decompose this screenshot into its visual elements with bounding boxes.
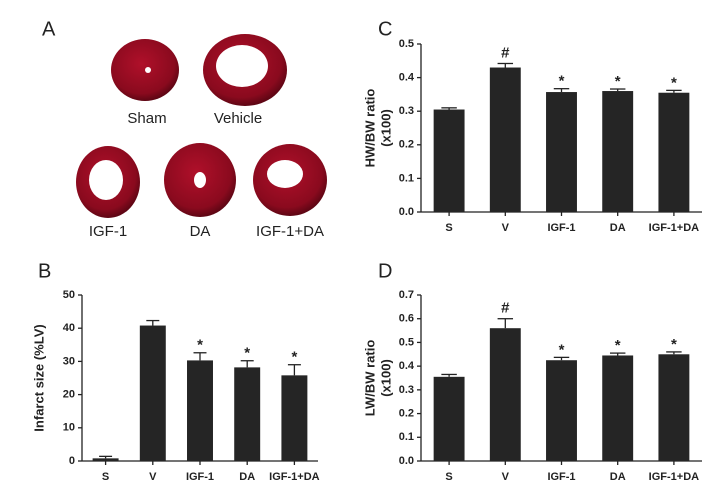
x-tick-label: S — [102, 471, 109, 483]
y-tick-label: 0.0 — [399, 206, 414, 218]
bar — [658, 354, 690, 461]
significance-mark: # — [501, 300, 510, 317]
y-tick-label: 0.7 — [399, 289, 414, 301]
bar — [546, 92, 577, 212]
x-tick-label: IGF-1 — [547, 471, 575, 483]
significance-mark: * — [559, 341, 565, 358]
significance-mark: * — [291, 349, 297, 366]
y-tick-label: 0.1 — [399, 172, 414, 184]
x-tick-label: V — [502, 471, 510, 483]
y-tick-label: 30 — [63, 355, 75, 367]
significance-mark: * — [244, 345, 250, 362]
significance-mark: * — [197, 337, 203, 354]
y-tick-label: 0.2 — [399, 139, 414, 151]
x-tick-label: DA — [239, 471, 255, 483]
panel-letter: C — [378, 18, 392, 40]
bar — [234, 367, 261, 461]
slice-label: IGF-1 — [89, 223, 127, 240]
significance-mark: * — [671, 74, 677, 91]
y-tick-label: 0.6 — [399, 313, 414, 325]
bar — [187, 360, 213, 461]
x-tick-label: S — [445, 222, 452, 234]
y-tick-label: 0.5 — [399, 336, 414, 348]
x-tick-label: IGF-1+DA — [649, 222, 699, 234]
bar — [658, 92, 690, 212]
y-tick-label: 0.4 — [399, 72, 415, 84]
significance-mark: # — [501, 44, 510, 61]
bar — [489, 328, 521, 461]
y-tick-label: 10 — [63, 422, 75, 434]
bar — [489, 67, 521, 213]
y-tick-label: 20 — [63, 389, 75, 401]
significance-mark: * — [615, 73, 621, 90]
bar — [433, 376, 465, 461]
x-tick-label: IGF-1 — [186, 471, 214, 483]
slice-label: Vehicle — [214, 110, 262, 127]
bar — [546, 360, 577, 461]
bar — [92, 458, 119, 461]
y-tick-label: 0.1 — [399, 431, 414, 443]
slice-label: IGF-1+DA — [256, 223, 324, 240]
x-tick-label: IGF-1 — [547, 222, 575, 234]
bar — [433, 109, 465, 212]
x-tick-label: IGF-1+DA — [649, 471, 699, 483]
y-tick-label: 0.2 — [399, 407, 414, 419]
x-tick-label: IGF-1+DA — [269, 471, 319, 483]
bar — [139, 325, 166, 461]
y-tick-label: 0 — [69, 455, 75, 467]
y-tick-label: 0.3 — [399, 105, 414, 117]
y-axis-label: Infarct size (%LV) — [31, 324, 46, 431]
significance-mark: * — [671, 336, 677, 353]
significance-mark: * — [559, 73, 565, 90]
y-tick-label: 50 — [63, 289, 75, 301]
significance-mark: * — [615, 337, 621, 354]
x-tick-label: S — [445, 471, 452, 483]
x-tick-label: DA — [610, 471, 626, 483]
y-axis-label: HW/BW ratio — [362, 89, 377, 168]
x-tick-label: V — [149, 471, 157, 483]
y-axis-label: (x100) — [378, 109, 393, 147]
heart-slices — [76, 34, 327, 218]
y-tick-label: 0.0 — [399, 455, 414, 467]
x-tick-label: V — [502, 222, 510, 234]
y-axis-label: LW/BW ratio — [362, 340, 377, 417]
y-tick-label: 40 — [63, 322, 75, 334]
panel-letter: B — [38, 260, 51, 282]
panel-letter: A — [42, 18, 56, 40]
bar — [602, 91, 634, 212]
slice-label: DA — [190, 223, 211, 240]
y-tick-label: 0.4 — [399, 360, 415, 372]
y-tick-label: 0.5 — [399, 38, 414, 50]
y-axis-label: (x100) — [378, 359, 393, 397]
bar — [602, 355, 634, 461]
slice-label: Sham — [127, 110, 166, 127]
bar — [281, 375, 308, 461]
x-tick-label: DA — [610, 222, 626, 234]
y-tick-label: 0.3 — [399, 384, 414, 396]
panel-letter: D — [378, 260, 392, 282]
